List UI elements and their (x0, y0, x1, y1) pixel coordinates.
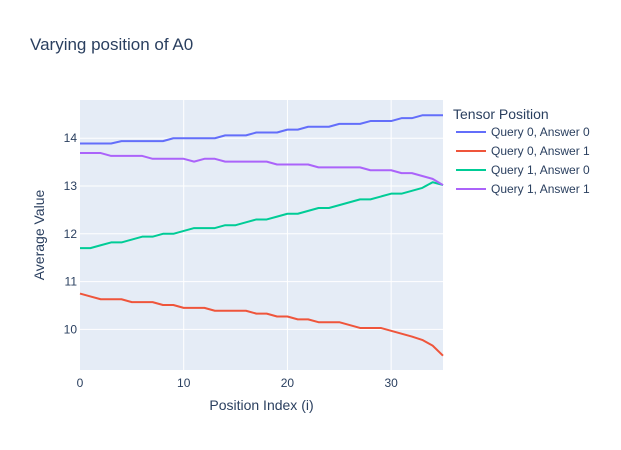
y-axis-title: Average Value (31, 190, 47, 281)
x-tick-label: 0 (77, 376, 84, 390)
series-line-4 (80, 152, 444, 186)
legend-label: Query 0, Answer 0 (491, 125, 590, 139)
plot-area (80, 100, 443, 370)
x-axis-title: Position Index (i) (209, 397, 313, 413)
y-tick-label: 10 (64, 322, 78, 336)
chart-title: Varying position of A0 (30, 35, 193, 54)
y-tick-label: 12 (64, 227, 78, 241)
legend: Tensor Position Query 0, Answer 0 Query 0… (453, 106, 590, 196)
x-tick-label: 10 (177, 376, 191, 390)
y-tick-label: 13 (64, 179, 78, 193)
series-line-2 (79, 292, 444, 357)
legend-item[interactable]: Query 0, Answer 1 (456, 144, 590, 158)
x-axis-ticks: 0 10 20 30 (77, 376, 398, 390)
y-tick-label: 11 (65, 275, 78, 289)
x-tick-label: 20 (281, 376, 295, 390)
legend-label: Query 1, Answer 0 (491, 163, 590, 177)
legend-item[interactable]: Query 1, Answer 0 (456, 163, 590, 177)
series-line-3 (80, 181, 444, 250)
y-axis-ticks: 10 11 12 13 14 (64, 131, 78, 336)
legend-title: Tensor Position (453, 106, 549, 122)
y-tick-label: 14 (64, 131, 78, 145)
series-lines (79, 114, 444, 357)
legend-item[interactable]: Query 1, Answer 1 (456, 182, 590, 196)
legend-item[interactable]: Query 0, Answer 0 (456, 125, 590, 139)
x-tick-label: 30 (384, 376, 398, 390)
legend-label: Query 0, Answer 1 (491, 144, 590, 158)
series-line-1 (80, 114, 443, 145)
legend-label: Query 1, Answer 1 (491, 182, 590, 196)
